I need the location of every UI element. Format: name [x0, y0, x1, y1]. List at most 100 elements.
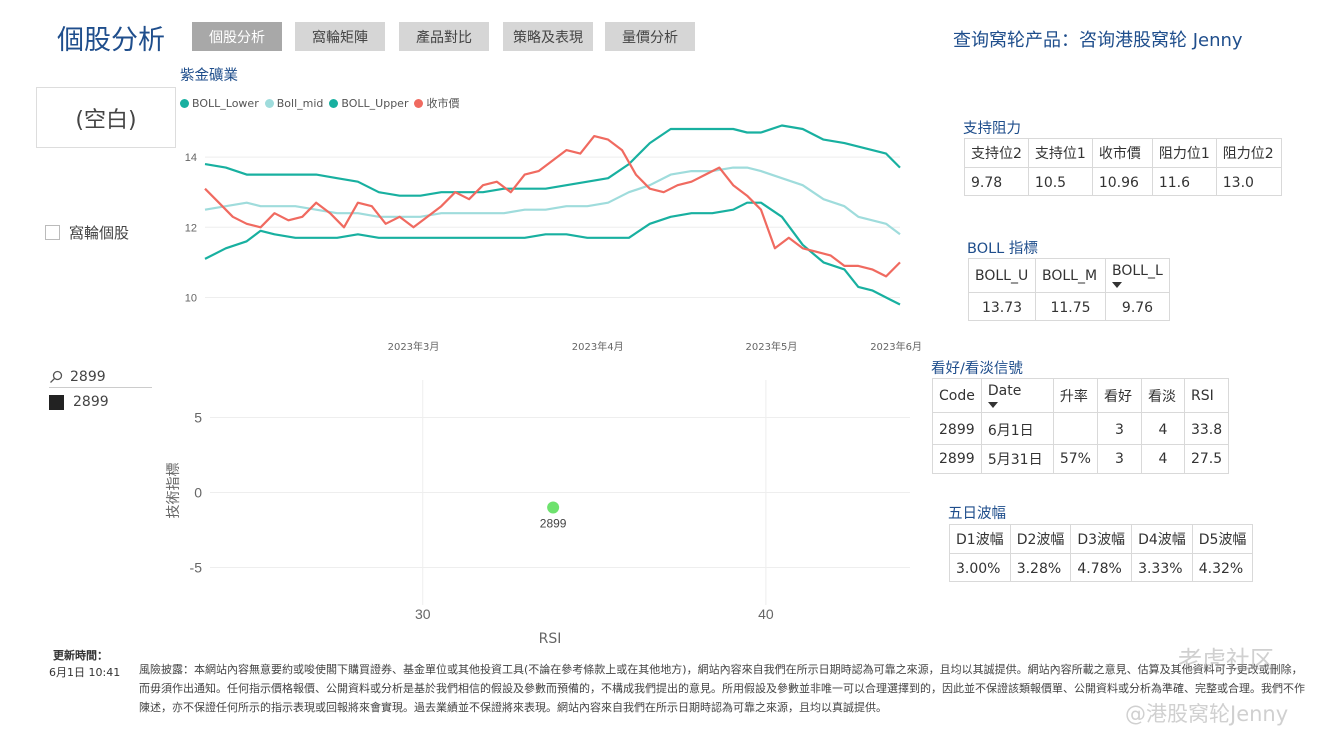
update-time-label: 更新時間：	[53, 649, 108, 662]
column-header[interactable]: 升率	[1052, 378, 1098, 413]
column-header-sorted[interactable]: BOLL_L	[1105, 258, 1170, 293]
y-tick-label: 0	[194, 485, 202, 501]
column-header[interactable]: 收市價	[1091, 138, 1153, 168]
series-line-BOLL_Lower	[204, 201, 901, 306]
checkbox-checked[interactable]	[49, 394, 64, 410]
table-row[interactable]: 2899 6月1日 3 4 33.8	[932, 412, 1230, 445]
boll-indicator-title: BOLL 指標	[967, 241, 1038, 257]
series-line-收市價	[204, 135, 901, 278]
tab-strategy-performance[interactable]: 策略及表現	[503, 22, 593, 51]
column-header[interactable]: 看淡	[1140, 378, 1185, 413]
table-row: 13.73 11.75 9.76	[968, 292, 1170, 321]
scatter-point	[547, 501, 560, 514]
x-tick-label: 2023年3月	[388, 340, 440, 353]
column-header[interactable]: 看好	[1096, 378, 1142, 413]
series-line-Boll_mid	[204, 166, 901, 236]
chart-legend: BOLL_Lower Boll_mid BOLL_Upper 收市價	[180, 95, 459, 111]
table-cell: 4	[1140, 444, 1185, 474]
legend-item: Boll_mid	[264, 95, 324, 111]
legend-marker	[329, 98, 339, 108]
tab-stock-analysis[interactable]: 個股分析	[192, 22, 282, 51]
blank-card[interactable]: (空白)	[36, 87, 176, 148]
table-row: 3.00% 3.28% 4.78% 3.33% 4.32%	[949, 553, 1254, 582]
y-tick-label: -5	[190, 560, 203, 576]
table-cell: 3	[1096, 412, 1142, 445]
boll-line-chart: 10 12 14 2023年3月 2023年4月 2023年5月 2023年6月	[185, 124, 922, 353]
table-cell: 13.73	[968, 292, 1036, 321]
legend-item: BOLL_Upper	[329, 95, 408, 111]
sort-down-icon[interactable]	[987, 402, 998, 408]
column-header-label: Date	[987, 383, 1022, 399]
column-header[interactable]: BOLL_M	[1035, 258, 1106, 293]
legend-item: BOLL_Lower	[180, 95, 259, 111]
warrant-stock-toggle[interactable]: 窩輪個股	[45, 222, 129, 243]
table-cell: 11.6	[1151, 167, 1217, 196]
stock-search[interactable]: 2899	[49, 369, 152, 388]
table-cell: 11.75	[1035, 292, 1106, 321]
table-cell: 5月31日	[980, 444, 1054, 474]
search-icon	[50, 370, 63, 383]
x-tick-label: 2023年4月	[572, 340, 624, 353]
table-cell: 27.5	[1183, 444, 1230, 474]
slicer-item-2899[interactable]: 2899	[49, 394, 109, 410]
table-cell: 10.96	[1091, 167, 1153, 196]
column-header[interactable]: D3波幅	[1070, 524, 1133, 554]
legend-marker	[264, 98, 274, 108]
table-cell: 3.00%	[949, 553, 1011, 582]
column-header[interactable]: 阻力位2	[1215, 138, 1282, 168]
five-day-table: D1波幅 D2波幅 D3波幅 D4波幅 D5波幅 3.00% 3.28% 4.7…	[949, 524, 1254, 582]
table-cell: 4	[1140, 412, 1185, 445]
boll-indicator-table: BOLL_U BOLL_M BOLL_L 13.73 11.75 9.76	[968, 258, 1170, 321]
x-tick-label: 2023年6月	[870, 340, 922, 353]
search-input[interactable]: 2899	[70, 369, 106, 385]
table-cell: 9.76	[1105, 292, 1170, 321]
watermark: 老虎社区	[1178, 646, 1274, 674]
support-resistance-table: 支持位2 支持位1 收市價 阻力位1 阻力位2 9.78 10.5 10.96 …	[964, 138, 1282, 196]
legend-label: 收市價	[426, 97, 460, 110]
tab-volume-price[interactable]: 量價分析	[605, 22, 695, 51]
signals-table: Code Date 升率 看好 看淡 RSI 2899 6月1日 3 4 33.…	[932, 378, 1230, 474]
table-cell: 4.32%	[1191, 553, 1254, 582]
legend-item: 收市價	[414, 95, 459, 111]
column-header[interactable]: D2波幅	[1009, 524, 1072, 554]
x-tick-label: 40	[758, 606, 774, 622]
x-tick-label: 2023年5月	[746, 340, 798, 353]
warrant-stock-label: 窩輪個股	[69, 224, 130, 242]
tab-product-compare[interactable]: 產品對比	[399, 22, 489, 51]
table-cell: 2899	[932, 444, 982, 474]
column-header[interactable]: D4波幅	[1131, 524, 1193, 554]
table-cell: 13.0	[1215, 167, 1282, 196]
tab-warrant-matrix[interactable]: 窩輪矩陣	[295, 22, 385, 51]
x-tick-label: 30	[415, 606, 431, 622]
checkbox[interactable]	[45, 225, 60, 240]
column-header[interactable]: 阻力位1	[1151, 138, 1217, 168]
rsi-scatter-chart: 5 0 -5 30 40 RSI 技術指標 2899	[166, 380, 910, 647]
legend-marker	[414, 98, 424, 108]
risk-disclaimer: 風險披露：本網站內容無意要約或唆使閣下購買證券、基金單位或其他投資工具(不論在參…	[139, 663, 1305, 714]
table-cell: 4.78%	[1070, 553, 1133, 582]
query-link[interactable]: 查询窝轮产品：咨询港股窝轮 Jenny	[953, 30, 1243, 51]
column-header[interactable]: Code	[932, 378, 982, 413]
y-tick-label: 14	[185, 152, 197, 164]
page-title: 個股分析	[57, 25, 165, 56]
support-resistance-title: 支持阻力	[963, 121, 1021, 137]
table-cell: 3.33%	[1131, 553, 1193, 582]
column-header[interactable]: 支持位2	[964, 138, 1029, 168]
signals-title: 看好/看淡信號	[931, 361, 1023, 377]
sort-down-icon[interactable]	[1112, 282, 1122, 288]
update-time-value: 6月1日 10:41	[49, 666, 121, 679]
column-header[interactable]: RSI	[1183, 378, 1230, 413]
table-cell: 33.8	[1183, 412, 1230, 445]
column-header[interactable]: D1波幅	[949, 524, 1011, 554]
table-cell: 3.28%	[1009, 553, 1072, 582]
five-day-title: 五日波幅	[948, 506, 1006, 522]
column-header[interactable]: D5波幅	[1191, 524, 1254, 554]
column-header[interactable]: BOLL_U	[968, 258, 1036, 293]
legend-label: Boll_mid	[276, 96, 324, 110]
table-cell: 10.5	[1027, 167, 1093, 196]
y-tick-label: 12	[185, 222, 197, 234]
column-header-sorted[interactable]: Date	[980, 378, 1054, 413]
table-row[interactable]: 2899 5月31日 57% 3 4 27.5	[932, 444, 1230, 474]
table-row: 9.78 10.5 10.96 11.6 13.0	[964, 167, 1282, 196]
column-header[interactable]: 支持位1	[1027, 138, 1093, 168]
